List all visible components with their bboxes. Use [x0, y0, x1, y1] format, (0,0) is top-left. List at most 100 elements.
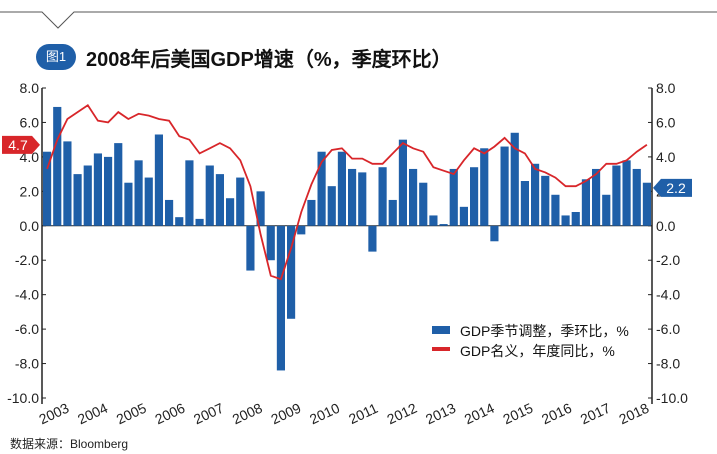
gdp-yoy-line — [46, 103, 648, 281]
y-tick-label-right: 6.0 — [656, 114, 676, 130]
x-tick-label: 2006 — [152, 400, 187, 428]
y-tick-label-left: -2.0 — [15, 252, 39, 268]
source-note: 数据来源：Bloomberg — [10, 437, 129, 451]
bar — [144, 177, 153, 226]
bar — [63, 141, 72, 226]
bar — [490, 225, 499, 242]
bar — [266, 225, 275, 261]
bar — [236, 177, 245, 226]
x-tick-label: 2017 — [578, 400, 613, 428]
bar — [642, 182, 651, 226]
bar — [531, 163, 540, 226]
x-tick-label: 2013 — [423, 400, 458, 428]
axes — [41, 87, 653, 404]
x-tick-label: 2007 — [191, 400, 226, 428]
bar — [327, 186, 336, 226]
x-tick-label: 2011 — [346, 400, 380, 427]
y-tick-label-right: -8.0 — [656, 356, 680, 372]
y-tick-label-left: 6.0 — [20, 114, 40, 130]
bar — [317, 151, 326, 226]
bar — [276, 225, 285, 371]
bar — [419, 182, 428, 226]
bar — [256, 191, 265, 226]
y-tick-label-right: 0.0 — [656, 218, 676, 234]
bar — [154, 134, 163, 226]
bar — [348, 168, 357, 226]
bar — [459, 206, 468, 226]
bar — [215, 174, 224, 226]
line-series — [46, 103, 648, 281]
bar — [185, 160, 194, 226]
y-tick-label-left: 0.0 — [20, 218, 40, 234]
bar — [175, 217, 184, 226]
bar — [104, 156, 113, 226]
bar-series — [43, 106, 651, 371]
y-tick-label-left: -4.0 — [15, 287, 39, 303]
callouts: 4.7 2.2 — [2, 135, 692, 197]
x-tick-label: 2016 — [539, 400, 574, 428]
bar — [165, 199, 174, 226]
left-callout-label: 4.7 — [8, 137, 28, 153]
bar — [134, 160, 143, 226]
legend-bar-swatch — [432, 326, 450, 334]
y-tick-label-right: -4.0 — [656, 287, 680, 303]
bar — [561, 215, 570, 226]
legend: GDP季节调整，季环比，% GDP名义，年度同比，% — [432, 323, 629, 359]
bar — [368, 225, 377, 252]
bar — [520, 181, 529, 226]
x-tick-label: 2009 — [268, 400, 303, 428]
x-tick-label: 2012 — [384, 400, 419, 428]
chart-title: 2008年后美国GDP增速（%，季度环比） — [86, 49, 452, 71]
bar — [409, 168, 418, 226]
bar — [43, 151, 52, 226]
bar — [205, 165, 214, 226]
bar — [449, 168, 458, 226]
bar — [480, 148, 489, 226]
y-tick-label-left: 8.0 — [20, 80, 40, 96]
x-tick-label: 2010 — [307, 400, 342, 428]
bar — [510, 132, 519, 226]
y-tick-label-right: -6.0 — [656, 321, 680, 337]
x-tick-label: 2004 — [75, 400, 110, 428]
x-tick-label: 2015 — [500, 400, 535, 428]
bar — [93, 153, 102, 226]
bar — [226, 198, 235, 226]
y-tick-label-right: -2.0 — [656, 252, 680, 268]
y-tick-label-right: -10.0 — [656, 390, 688, 406]
bar — [358, 172, 367, 226]
header-rule — [0, 11, 717, 29]
bar — [83, 165, 92, 226]
bar — [541, 175, 550, 226]
bar — [581, 179, 590, 226]
bar — [195, 218, 204, 226]
bar — [622, 160, 631, 226]
bar — [429, 215, 438, 226]
bar — [378, 167, 387, 226]
bar — [124, 182, 133, 226]
bar — [439, 224, 448, 226]
bar — [612, 165, 621, 226]
bar — [632, 168, 641, 226]
x-tick-label: 2014 — [462, 400, 497, 428]
bar — [571, 212, 580, 226]
bar — [388, 199, 397, 226]
y-tick-label-right: 4.0 — [656, 149, 676, 165]
legend-line-label: GDP名义，年度同比，% — [460, 343, 615, 359]
y-tick-label-right: 8.0 — [656, 80, 676, 96]
legend-line-swatch — [432, 347, 450, 351]
x-tick-label: 2008 — [230, 400, 265, 428]
bar — [551, 194, 560, 226]
bar — [287, 225, 296, 319]
x-tick-label: 2005 — [114, 400, 149, 428]
left-callout-marker — [2, 135, 40, 154]
y-tick-label-left: -10.0 — [7, 390, 39, 406]
y-tick-label-left: -6.0 — [15, 321, 39, 337]
bar — [114, 143, 123, 226]
legend-bar-label: GDP季节调整，季环比，% — [460, 323, 629, 339]
bar — [297, 225, 306, 235]
tick-labels: 8.08.06.06.04.04.02.02.00.00.0-2.0-2.0-4… — [7, 80, 688, 427]
bar — [53, 106, 62, 226]
right-callout-label: 2.2 — [666, 180, 686, 196]
y-tick-label-left: -8.0 — [15, 356, 39, 372]
